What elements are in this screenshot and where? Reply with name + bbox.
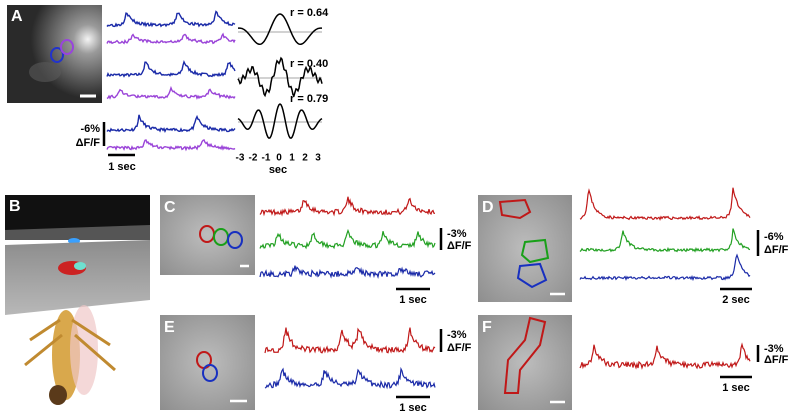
fly-thorax bbox=[74, 262, 86, 270]
scale-unit: ΔF/F bbox=[447, 240, 472, 252]
roi bbox=[498, 198, 532, 220]
scale-unit: ΔF/F bbox=[764, 244, 789, 256]
lag-tick-label: -3 bbox=[236, 153, 245, 164]
scale-value: -6% bbox=[80, 123, 100, 135]
scale-value: -3% bbox=[447, 329, 467, 341]
lag-tick-label: 2 bbox=[302, 153, 308, 164]
time-scale: 1 sec bbox=[399, 402, 427, 414]
roi bbox=[50, 47, 64, 63]
correlation: r = 0.64 bbox=[290, 7, 329, 19]
correlation: r = 0.40 bbox=[290, 58, 328, 70]
trace bbox=[259, 228, 436, 250]
trace bbox=[106, 10, 236, 28]
panel-label: B bbox=[9, 198, 21, 215]
scale-value: -6% bbox=[764, 231, 784, 243]
time-scale: 2 sec bbox=[722, 294, 750, 306]
time-scale: 1 sec bbox=[399, 294, 427, 306]
time-scale: 1 sec bbox=[108, 161, 136, 173]
axis-label: sec bbox=[269, 164, 287, 176]
image-c bbox=[160, 195, 255, 275]
fly-wing bbox=[70, 305, 98, 395]
trace bbox=[106, 114, 236, 134]
roi bbox=[503, 316, 547, 394]
roi bbox=[60, 39, 74, 55]
roi bbox=[227, 231, 243, 249]
scale-value: -3% bbox=[447, 228, 467, 240]
roi bbox=[516, 262, 548, 289]
trace bbox=[106, 32, 236, 45]
trace bbox=[579, 253, 751, 282]
scale-unit: ΔF/F bbox=[764, 354, 789, 366]
objective-rim bbox=[5, 225, 150, 240]
panel-label: E bbox=[164, 319, 175, 336]
trace bbox=[259, 196, 435, 217]
scale-value: -3% bbox=[764, 343, 784, 355]
time-scale: 1 sec bbox=[722, 382, 750, 394]
trace bbox=[579, 228, 751, 253]
fly-legs bbox=[24, 318, 116, 372]
lag-tick-label: -1 bbox=[262, 153, 271, 164]
lag-tick-label: 0 bbox=[276, 153, 282, 164]
cell-shadow bbox=[29, 62, 61, 82]
trace bbox=[264, 366, 436, 390]
objective bbox=[5, 195, 150, 230]
trace bbox=[106, 59, 236, 78]
trace bbox=[259, 265, 436, 279]
correlogram bbox=[237, 103, 323, 140]
trace bbox=[579, 187, 751, 221]
image-d bbox=[478, 195, 572, 302]
lag-tick-label: 3 bbox=[315, 153, 321, 164]
lag-tick-label: -2 bbox=[249, 153, 258, 164]
lag-tick-label: 1 bbox=[289, 153, 295, 164]
correlogram bbox=[237, 56, 323, 98]
trace bbox=[264, 327, 436, 354]
panel-label: D bbox=[482, 199, 494, 216]
light bbox=[68, 238, 80, 244]
trace bbox=[106, 138, 236, 152]
panel-label: F bbox=[482, 319, 492, 336]
trace bbox=[579, 342, 751, 370]
image-a bbox=[7, 5, 102, 103]
scale-unit: ΔF/F bbox=[76, 137, 101, 149]
roi bbox=[520, 238, 550, 264]
trace bbox=[106, 85, 236, 100]
fly-abdomen-tip bbox=[49, 385, 67, 405]
correlogram bbox=[238, 13, 322, 46]
panel-label: A bbox=[11, 8, 23, 25]
scale-unit: ΔF/F bbox=[447, 342, 472, 354]
platform bbox=[5, 240, 150, 315]
panel-label: C bbox=[164, 199, 176, 216]
image-e bbox=[160, 315, 255, 410]
roi bbox=[202, 364, 218, 382]
correlation: r = 0.79 bbox=[290, 93, 328, 105]
